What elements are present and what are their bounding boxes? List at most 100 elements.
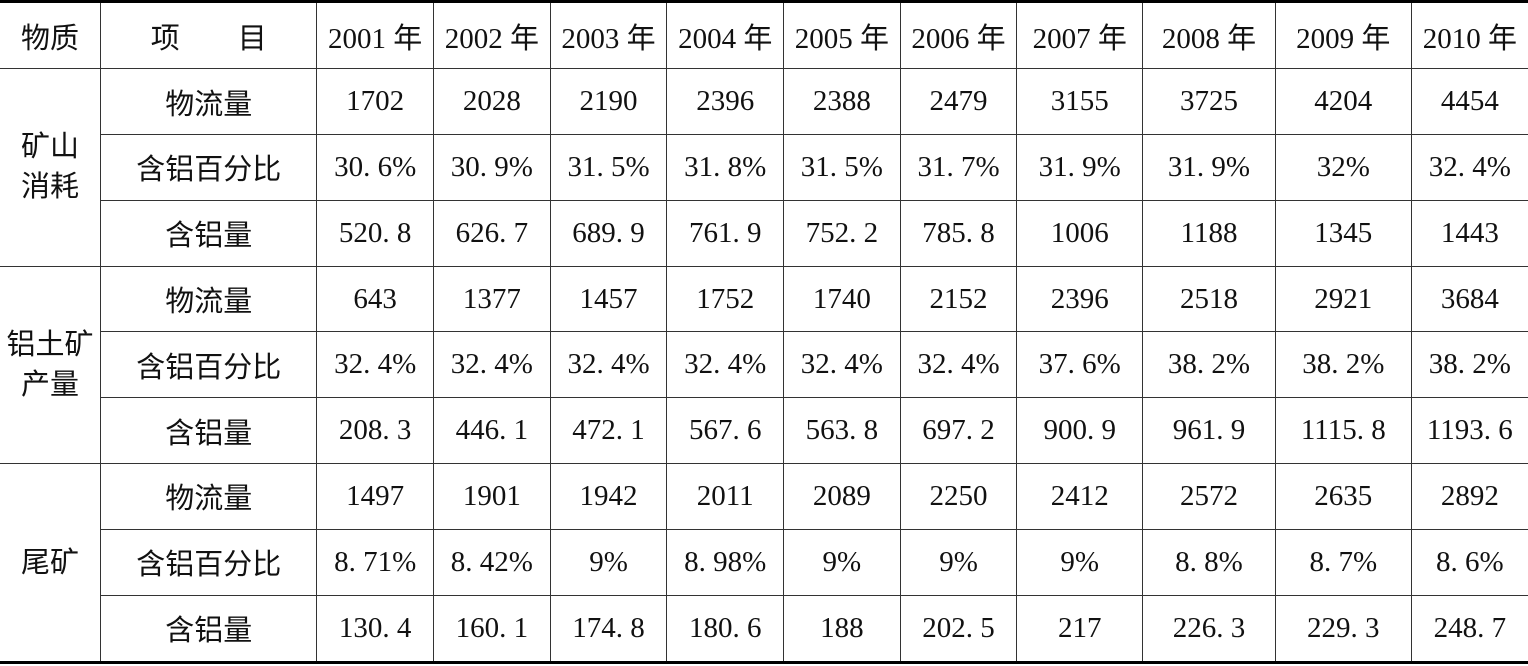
value-cell: 180. 6 bbox=[666, 594, 785, 663]
data-row: 含铝百分比 8. 71% 8. 42% 9% 8. 98% 9% 9% 9% 8. 8% 8. 7… bbox=[0, 528, 1528, 596]
value-cell: 208. 3 bbox=[316, 397, 435, 464]
header-cell: 2005 年 bbox=[783, 0, 901, 70]
value-cell: 2388 bbox=[783, 68, 901, 136]
value-cell: 2518 bbox=[1142, 265, 1276, 333]
value-cell: 37. 6% bbox=[1016, 331, 1144, 399]
header-cell: 2007 年 bbox=[1016, 0, 1144, 70]
value-cell: 31. 5% bbox=[783, 134, 901, 201]
value-cell: 1740 bbox=[783, 265, 901, 333]
value-cell: 30. 6% bbox=[316, 134, 435, 201]
data-row: 铝土矿 产量 物流量 643 1377 1457 1752 1740 2152 2396 2518 2… bbox=[0, 265, 1528, 465]
item-cell: 物流量 bbox=[100, 265, 318, 333]
item-cell: 物流量 bbox=[100, 68, 318, 136]
value-cell: 8. 71% bbox=[316, 528, 435, 596]
group-label: 产量 bbox=[21, 368, 80, 401]
value-cell: 1188 bbox=[1142, 199, 1276, 267]
value-cell: 2190 bbox=[549, 68, 668, 136]
value-cell: 31. 9% bbox=[1142, 134, 1276, 201]
data-row: 含铝百分比 30. 6% 30. 9% 31. 5% 31. 8% 31. 5% 31. 7… bbox=[0, 134, 1528, 201]
value-cell: 31. 5% bbox=[549, 134, 668, 201]
item-cell: 含铝量 bbox=[100, 397, 318, 464]
value-cell: 4454 bbox=[1410, 68, 1528, 136]
value-cell: 563. 8 bbox=[783, 397, 901, 464]
value-cell: 961. 9 bbox=[1142, 397, 1276, 464]
value-cell: 626. 7 bbox=[433, 199, 551, 267]
value-cell: 900. 9 bbox=[1016, 397, 1144, 464]
value-cell: 3725 bbox=[1142, 68, 1276, 136]
value-cell: 8. 7% bbox=[1274, 528, 1412, 596]
value-cell: 9% bbox=[1016, 528, 1144, 596]
value-cell: 2479 bbox=[899, 68, 1018, 136]
group-cell: 铝土矿 产量 bbox=[0, 265, 102, 465]
value-cell: 174. 8 bbox=[549, 594, 668, 663]
value-cell: 1377 bbox=[433, 265, 551, 333]
value-cell: 567. 6 bbox=[666, 397, 785, 464]
value-cell: 32. 4% bbox=[666, 331, 785, 399]
group-label: 铝土矿 bbox=[6, 328, 94, 361]
value-cell: 2011 bbox=[666, 463, 785, 530]
value-cell: 761. 9 bbox=[666, 199, 785, 267]
value-cell: 31. 8% bbox=[666, 134, 785, 201]
value-cell: 2250 bbox=[899, 463, 1018, 530]
value-cell: 3684 bbox=[1410, 265, 1528, 333]
data-row: 含铝百分比 32. 4% 32. 4% 32. 4% 32. 4% 32. 4% 32. 4… bbox=[0, 331, 1528, 399]
value-cell: 1702 bbox=[316, 68, 435, 136]
value-cell: 8. 6% bbox=[1410, 528, 1528, 596]
value-cell: 217 bbox=[1016, 594, 1144, 663]
value-cell: 2152 bbox=[899, 265, 1018, 333]
value-cell: 697. 2 bbox=[899, 397, 1018, 464]
value-cell: 226. 3 bbox=[1142, 594, 1276, 663]
value-cell: 1942 bbox=[549, 463, 668, 530]
value-cell: 1497 bbox=[316, 463, 435, 530]
value-cell: 188 bbox=[783, 594, 901, 663]
value-cell: 1443 bbox=[1410, 199, 1528, 267]
value-cell: 752. 2 bbox=[783, 199, 901, 267]
value-cell: 31. 9% bbox=[1016, 134, 1144, 201]
header-cell: 2010 年 bbox=[1410, 0, 1528, 70]
value-cell: 8. 98% bbox=[666, 528, 785, 596]
value-cell: 32. 4% bbox=[549, 331, 668, 399]
value-cell: 32. 4% bbox=[1410, 134, 1528, 201]
item-cell: 含铝百分比 bbox=[100, 331, 318, 399]
header-cell: 2002 年 bbox=[433, 0, 551, 70]
value-cell: 9% bbox=[899, 528, 1018, 596]
value-cell: 2089 bbox=[783, 463, 901, 530]
item-cell: 含铝量 bbox=[100, 199, 318, 267]
group-label: 消耗 bbox=[21, 171, 80, 204]
value-cell: 1193. 6 bbox=[1410, 397, 1528, 464]
value-cell: 1345 bbox=[1274, 199, 1412, 267]
header-cell: 2001 年 bbox=[316, 0, 435, 70]
header-cell: 物质 bbox=[0, 0, 102, 70]
value-cell: 2572 bbox=[1142, 463, 1276, 530]
value-cell: 38. 2% bbox=[1142, 331, 1276, 399]
value-cell: 2635 bbox=[1274, 463, 1412, 530]
group-cell: 尾矿 bbox=[0, 463, 102, 663]
value-cell: 32. 4% bbox=[433, 331, 551, 399]
value-cell: 2892 bbox=[1410, 463, 1528, 530]
value-cell: 8. 8% bbox=[1142, 528, 1276, 596]
value-cell: 1115. 8 bbox=[1274, 397, 1412, 464]
value-cell: 248. 7 bbox=[1410, 594, 1528, 663]
item-cell: 含铝量 bbox=[100, 594, 318, 663]
value-cell: 2028 bbox=[433, 68, 551, 136]
value-cell: 4204 bbox=[1274, 68, 1412, 136]
value-cell: 689. 9 bbox=[549, 199, 668, 267]
value-cell: 32. 4% bbox=[783, 331, 901, 399]
header-cell: 2006 年 bbox=[899, 0, 1018, 70]
header-cell: 2003 年 bbox=[549, 0, 668, 70]
header-cell: 项 目 bbox=[100, 0, 318, 70]
value-cell: 38. 2% bbox=[1274, 331, 1412, 399]
value-cell: 2396 bbox=[1016, 265, 1144, 333]
value-cell: 643 bbox=[316, 265, 435, 333]
value-cell: 1006 bbox=[1016, 199, 1144, 267]
value-cell: 130. 4 bbox=[316, 594, 435, 663]
value-cell: 2396 bbox=[666, 68, 785, 136]
value-cell: 2412 bbox=[1016, 463, 1144, 530]
value-cell: 3155 bbox=[1016, 68, 1144, 136]
data-row: 含铝量 130. 4 160. 1 174. 8 180. 6 188 202. 5 217 2… bbox=[0, 594, 1528, 663]
item-cell: 含铝百分比 bbox=[100, 528, 318, 596]
value-cell: 32% bbox=[1274, 134, 1412, 201]
value-cell: 2921 bbox=[1274, 265, 1412, 333]
